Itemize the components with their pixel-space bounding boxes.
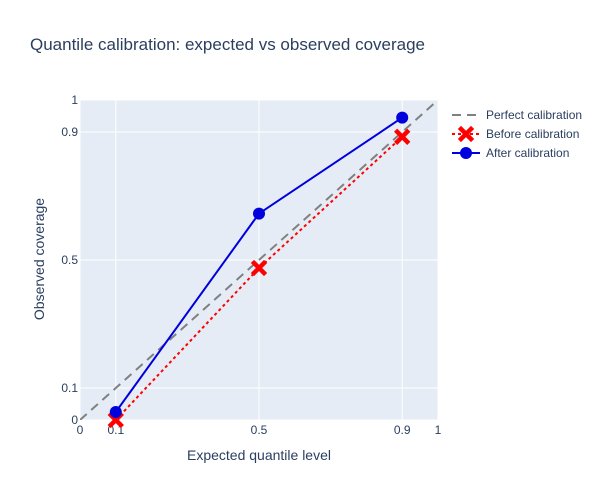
plot-area: 0 0.1 0.5 0.9 100.10.50.91 (61, 93, 441, 437)
y-tick-label-1: 0.1 (61, 381, 78, 395)
data-point-after-calibration-0 (109, 406, 122, 418)
legend-marker-before-calibration (457, 125, 475, 143)
y-tick-label-3: 0.9 (61, 125, 78, 139)
legend-marker-before-calibration-stroke-b (457, 125, 475, 143)
legend-marker-after-calibration (460, 147, 472, 159)
x-tick-label-2: 0.5 (251, 423, 268, 437)
series-line-perfect-calibration (80, 100, 438, 420)
x-tick-label-0: 0 (77, 423, 84, 437)
y-tick-label-0: 0 (71, 413, 78, 427)
data-point-before-calibration-2-stroke-b (394, 128, 411, 145)
legend-label-before-calibration: Before calibration (486, 127, 579, 141)
legend-label-perfect-calibration: Perfect calibration (486, 108, 582, 122)
data-point-before-calibration-1 (250, 259, 268, 277)
data-point-before-calibration-2 (394, 128, 411, 145)
x-tick-label-3: 0.9 (394, 423, 411, 437)
legend-label-after-calibration: After calibration (486, 146, 569, 160)
data-point-after-calibration-1 (253, 207, 265, 220)
y-axis-title: Observed coverage (31, 198, 47, 320)
y-tick-label-2: 0.5 (61, 253, 78, 267)
data-point-before-calibration-1-stroke-b (250, 259, 268, 277)
x-tick-label-4: 1 (435, 423, 442, 437)
x-axis-title: Expected quantile level (187, 447, 331, 463)
series-line-before-calibration (115, 136, 403, 420)
data-point-after-calibration-2 (396, 111, 409, 124)
y-tick-label-4: 1 (71, 93, 78, 107)
legend: Perfect calibration Before calibration Aft… (452, 108, 582, 160)
chart-title: Quantile calibration: expected vs observ… (30, 35, 425, 54)
